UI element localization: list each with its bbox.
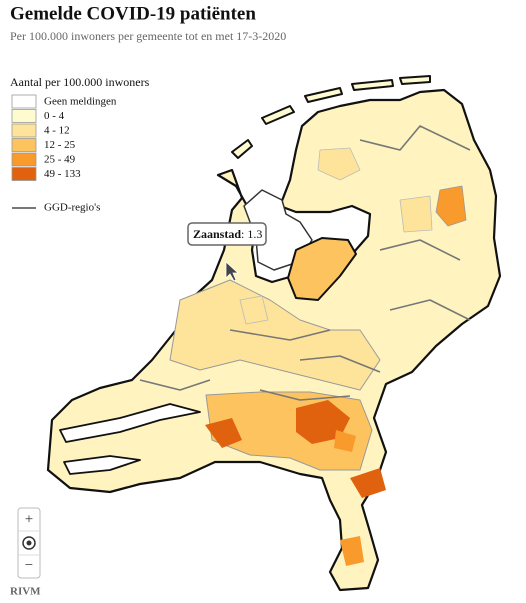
region-centre <box>169 279 381 391</box>
tooltip-value: 1.3 <box>247 227 262 241</box>
hotspot-3 <box>350 468 386 498</box>
hotspot-6 <box>340 536 364 566</box>
title: Gemelde COVID-19 patiënten <box>10 3 256 24</box>
legend: Aantal per 100.000 inwoners Geen melding… <box>10 75 150 214</box>
locate-ring[interactable] <box>22 536 36 550</box>
zoom-in[interactable]: + <box>25 511 33 527</box>
wadden-islands <box>231 75 431 159</box>
tooltip-text: Zaanstad: 1.3 <box>193 227 262 241</box>
map <box>46 75 502 592</box>
legend-region-label: GGD-regio's <box>44 202 100 214</box>
subtitle: Per 100.000 inwoners per gemeente tot en… <box>10 29 286 43</box>
zeeland-water <box>59 403 201 475</box>
hotspot-2 <box>205 418 242 448</box>
ggd-region-lines <box>139 125 471 401</box>
flevoland <box>287 237 357 301</box>
legend-label: 25 - 49 <box>44 154 76 166</box>
tooltip-name: Zaanstad <box>193 227 241 241</box>
zoom-controls: + − <box>17 507 41 579</box>
legend-label: 49 - 133 <box>44 168 81 180</box>
legend-label: 0 - 4 <box>44 110 65 122</box>
locate-dot[interactable] <box>26 540 32 546</box>
tooltip-box <box>187 222 267 246</box>
hotspot-4 <box>334 430 356 452</box>
legend-swatch <box>11 138 37 152</box>
legend-swatch <box>11 94 37 109</box>
legend-label: 4 - 12 <box>44 125 70 137</box>
region-north <box>239 147 433 325</box>
legend-label: 12 - 25 <box>44 139 76 151</box>
locate-button[interactable] <box>22 536 36 550</box>
zoom-out-button[interactable]: − <box>18 555 40 578</box>
tooltip: Zaanstad: 1.3 <box>187 222 267 282</box>
legend-swatch <box>11 109 37 123</box>
credit: RIVM <box>10 586 41 598</box>
legend-swatch <box>11 152 37 167</box>
legend-label: Geen meldingen <box>44 96 117 108</box>
zoom-in-button[interactable]: + <box>18 508 40 531</box>
tooltip-separator: : <box>241 227 244 241</box>
cursor <box>225 261 240 282</box>
legend-title: Aantal per 100.000 inwoners <box>10 75 150 89</box>
legend-swatch <box>11 123 37 138</box>
zoom-out[interactable]: − <box>25 557 33 573</box>
legend-swatch <box>11 167 37 181</box>
hotspot-5 <box>435 185 467 227</box>
